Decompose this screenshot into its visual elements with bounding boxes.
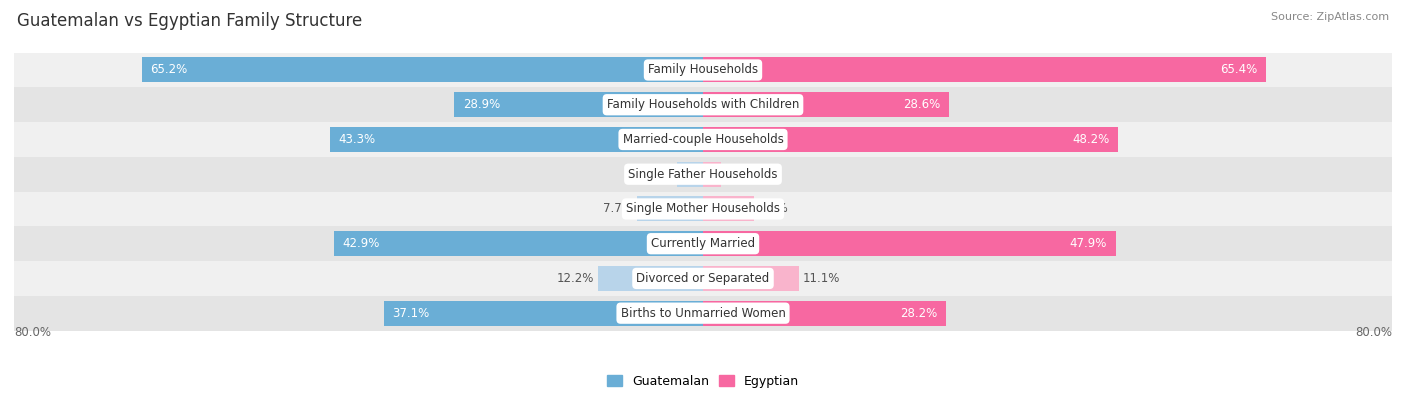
- Bar: [454, 92, 703, 117]
- Text: 37.1%: 37.1%: [392, 307, 429, 320]
- Bar: [333, 231, 703, 256]
- Text: Divorced or Separated: Divorced or Separated: [637, 272, 769, 285]
- Bar: [703, 162, 721, 187]
- Bar: [703, 266, 799, 291]
- Text: 43.3%: 43.3%: [339, 133, 375, 146]
- Bar: [703, 58, 1267, 83]
- Bar: [703, 127, 1118, 152]
- Bar: [384, 301, 703, 325]
- Bar: [598, 266, 703, 291]
- Text: 65.4%: 65.4%: [1220, 64, 1257, 77]
- Text: Family Households with Children: Family Households with Children: [607, 98, 799, 111]
- Bar: [14, 226, 1392, 261]
- Text: Currently Married: Currently Married: [651, 237, 755, 250]
- Legend: Guatemalan, Egyptian: Guatemalan, Egyptian: [602, 370, 804, 393]
- Text: 48.2%: 48.2%: [1073, 133, 1109, 146]
- Bar: [14, 122, 1392, 157]
- Bar: [14, 87, 1392, 122]
- Bar: [142, 58, 703, 83]
- Bar: [637, 196, 703, 222]
- Text: 3.0%: 3.0%: [643, 168, 673, 181]
- Bar: [703, 92, 949, 117]
- Text: Births to Unmarried Women: Births to Unmarried Women: [620, 307, 786, 320]
- Text: 11.1%: 11.1%: [803, 272, 841, 285]
- Text: 28.9%: 28.9%: [463, 98, 501, 111]
- Bar: [678, 162, 703, 187]
- Text: 5.9%: 5.9%: [758, 203, 787, 215]
- Text: 80.0%: 80.0%: [14, 326, 51, 339]
- Text: Source: ZipAtlas.com: Source: ZipAtlas.com: [1271, 12, 1389, 22]
- Bar: [703, 231, 1115, 256]
- Bar: [14, 296, 1392, 331]
- Bar: [14, 192, 1392, 226]
- Text: 12.2%: 12.2%: [557, 272, 593, 285]
- Text: Married-couple Households: Married-couple Households: [623, 133, 783, 146]
- Bar: [14, 157, 1392, 192]
- Bar: [330, 127, 703, 152]
- Text: Guatemalan vs Egyptian Family Structure: Guatemalan vs Egyptian Family Structure: [17, 12, 363, 30]
- Bar: [703, 301, 946, 325]
- Text: 28.6%: 28.6%: [904, 98, 941, 111]
- Text: 42.9%: 42.9%: [342, 237, 380, 250]
- Text: 47.9%: 47.9%: [1070, 237, 1107, 250]
- Text: Single Mother Households: Single Mother Households: [626, 203, 780, 215]
- Text: Single Father Households: Single Father Households: [628, 168, 778, 181]
- Text: 2.1%: 2.1%: [725, 168, 755, 181]
- Text: 7.7%: 7.7%: [603, 203, 633, 215]
- Text: 65.2%: 65.2%: [150, 64, 187, 77]
- Bar: [703, 196, 754, 222]
- Text: Family Households: Family Households: [648, 64, 758, 77]
- Text: 28.2%: 28.2%: [900, 307, 938, 320]
- Text: 80.0%: 80.0%: [1355, 326, 1392, 339]
- Bar: [14, 53, 1392, 87]
- Bar: [14, 261, 1392, 296]
